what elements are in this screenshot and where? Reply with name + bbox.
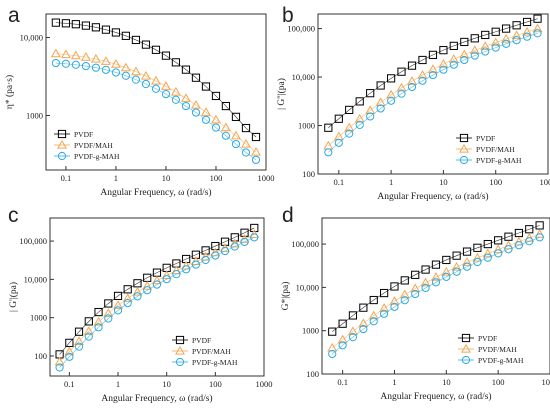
legend: PVDF PVDF/MAH PVDF-g-MAH: [54, 130, 120, 161]
y-tick-label: 100,000: [287, 24, 315, 34]
data-point: [252, 148, 260, 155]
x-tick-label: 1000: [540, 177, 550, 187]
legend-marker: [58, 141, 66, 148]
panel-b: b0.11101001000100100010,000100,000Angula…: [276, 4, 550, 202]
x-tick-label: 0.1: [337, 377, 348, 387]
panel-letter: d: [282, 204, 294, 227]
legend-label: PVDF/MAH: [478, 345, 517, 354]
y-tick-label: 1000: [298, 121, 315, 131]
x-axis-label: Angular Frequency, ω (rad/s): [100, 187, 211, 198]
legend: PVDF PVDF/MAH PVDF-g-MAH: [458, 334, 524, 365]
y-tick-label: 100: [34, 351, 47, 361]
plot-frame: [50, 218, 264, 376]
panel-letter: c: [8, 204, 19, 227]
series-line: [56, 23, 256, 137]
legend-label: PVDF-g-MAH: [476, 156, 522, 165]
data-point: [112, 60, 120, 67]
x-axis-label: Angular Frequency, ω (rad/s): [101, 393, 212, 404]
legend-marker: [460, 145, 468, 152]
x-tick-label: 1: [114, 173, 118, 183]
y-tick-label: 10,000: [292, 72, 315, 82]
series-pvdf-mah: [55, 230, 258, 365]
x-tick-label: 0.1: [333, 177, 344, 187]
legend-label: PVDF: [74, 130, 93, 139]
x-tick-label: 10: [162, 173, 171, 183]
y-axis-label: η* (pa·s): [4, 75, 15, 109]
x-tick-label: 1000: [256, 379, 273, 389]
series-pvdf-mah: [324, 24, 541, 149]
y-tick-label: 10,000: [20, 32, 43, 42]
x-tick-label: 100: [209, 379, 222, 389]
data-point: [152, 77, 160, 84]
y-tick-label: 1000: [302, 326, 319, 336]
data-point: [52, 50, 60, 57]
series-pvdf-g-mah: [329, 234, 544, 358]
y-tick-label: 100,000: [291, 239, 319, 249]
legend-marker: [176, 347, 184, 354]
data-point: [122, 64, 130, 71]
data-point: [335, 133, 343, 140]
legend-label: PVDF/MAH: [74, 141, 113, 150]
x-tick-label: 0.1: [61, 173, 72, 183]
data-point: [492, 38, 500, 45]
series-pvdf: [325, 15, 541, 131]
y-tick-label: 100: [302, 169, 315, 179]
legend-label: PVDF: [478, 334, 497, 343]
legend-label: PVDF: [192, 336, 211, 345]
legend-label: PVDF-g-MAH: [192, 358, 238, 367]
legend-label: PVDF/MAH: [192, 347, 231, 356]
legend-marker: [462, 345, 470, 352]
x-tick-label: 100: [492, 377, 505, 387]
data-point: [142, 72, 150, 79]
legend-label: PVDF-g-MAH: [74, 152, 120, 161]
series-pvdf: [52, 19, 259, 141]
panel-letter: a: [8, 4, 20, 27]
x-axis-label: Angular Frequency, ω (rad/s): [377, 191, 488, 202]
series-line: [60, 234, 255, 362]
x-tick-label: 0.1: [64, 379, 75, 389]
x-tick-label: 1: [116, 379, 120, 389]
x-tick-label: 10: [439, 177, 448, 187]
x-axis-label: Angular Frequency, ω (rad/s): [380, 391, 491, 402]
legend-label: PVDF/MAH: [476, 145, 515, 154]
x-tick-label: 100: [489, 177, 502, 187]
y-axis-label: | G'|(pa): [8, 282, 19, 312]
legend: PVDF PVDF/MAH PVDF-g-MAH: [456, 134, 522, 165]
series-line: [332, 234, 539, 348]
y-tick-label: 10,000: [296, 282, 319, 292]
legend-label: PVDF: [476, 134, 495, 143]
y-tick-label: 100: [306, 369, 319, 379]
panel-a: a 0.1 1 10 100 1000 1000 10,000 Angular Frequenc…: [4, 4, 275, 198]
y-axis-label: | G''|(pa): [276, 78, 287, 110]
y-tick-label: 10,000: [24, 274, 47, 284]
series-pvdf-g-mah: [325, 30, 541, 156]
series-line: [332, 237, 539, 354]
panel-c: c 0.1 1 10 100 1000 100 1000 10,000 100,000 Angula…: [8, 204, 273, 404]
x-tick-label: 10: [442, 377, 451, 387]
x-tick-label: 1: [392, 377, 396, 387]
series-pvdf: [56, 224, 258, 358]
data-point: [162, 82, 170, 89]
x-tick-label: 10: [162, 379, 171, 389]
x-tick-label: 1000: [542, 377, 550, 387]
x-tick-label: 1: [389, 177, 393, 187]
data-point: [132, 68, 140, 75]
legend: PVDF PVDF/MAH PVDF-g-MAH: [172, 336, 238, 367]
data-point: [324, 142, 332, 149]
y-tick-label: 1000: [26, 110, 43, 120]
x-tick-label: 100: [210, 173, 223, 183]
y-axis-label: G*|(pa): [280, 282, 291, 311]
y-tick-label: 100,000: [19, 236, 47, 246]
legend-label: PVDF-g-MAH: [478, 356, 524, 365]
panel-d: d 0.1 1 10 100 1000 100 1000 10,000 100,000 Angula…: [280, 204, 550, 402]
y-tick-label: 1000: [30, 313, 47, 323]
x-tick-label: 1000: [258, 173, 275, 183]
